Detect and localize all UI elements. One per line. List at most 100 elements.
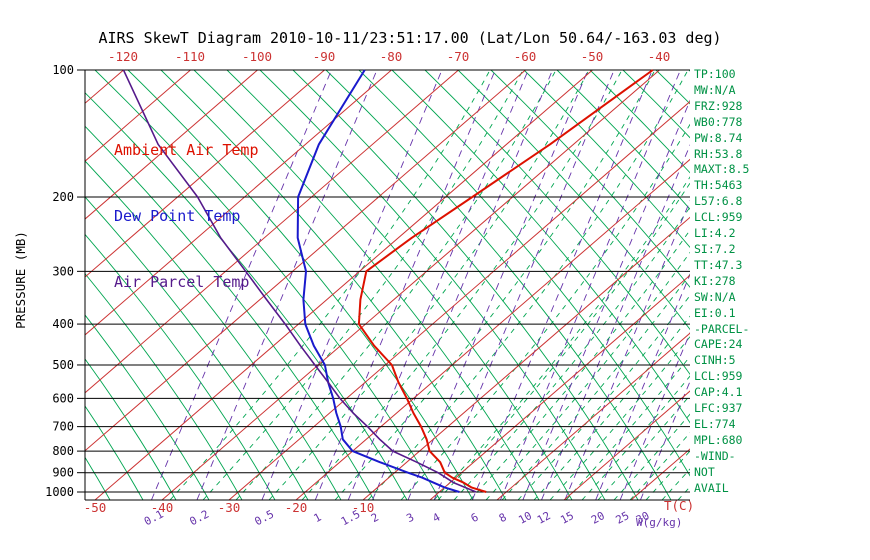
y-axis-title: PRESSURE (MB) [13,231,28,329]
mixing-ratio-line [640,380,690,500]
moist-adiabat-line [268,70,590,500]
pressure-tick-label: 600 [52,391,74,405]
dry-adiabat-line [85,196,309,500]
stat-line: LCL:959 [694,210,743,225]
moist-adiabat-line [202,70,524,500]
stat-line: MAXT:8.5 [694,162,750,177]
mixing-ratio-line [151,70,332,500]
isotherm-line [85,70,258,220]
bottom-temp-axis: -50 -40 -30 -20 -10 T(C) [84,498,694,515]
dry-adiabat-line [424,70,690,376]
isotherm-line [85,70,526,452]
isotherm-line [85,70,325,278]
pressure-tick-label: 200 [52,190,74,204]
mixing-ratio-label: 3 [404,511,416,526]
dry-adiabat-line [457,70,690,331]
stat-line: L57:6.8 [694,194,743,209]
mixing-ratio-label: 10 [516,509,534,527]
top-temp-label: -50 [581,49,604,64]
stat-line: LFC:937 [694,401,743,416]
legend-ambient-air-temp: Ambient Air Temp [114,141,259,159]
mixing-ratio-label: 2 [369,511,381,526]
stat-line: FRZ:928 [694,98,743,113]
dry-adiabat-line [85,160,342,500]
isotherm-line [161,70,660,500]
stat-line: KI:278 [694,273,736,288]
mixing-ratio-line [433,70,615,500]
dry-adiabat-line [523,70,690,249]
mixing-ratio-line [314,70,496,500]
mixing-ratio-line [372,70,553,500]
dry-adiabat-line [85,272,243,500]
top-temp-label: -40 [648,49,671,64]
pressure-tick-label: 700 [52,420,74,434]
dry-adiabat-line [622,70,690,139]
mixing-ratio-line [564,199,690,500]
mixing-ratio-line [471,70,653,500]
stat-line: -PARCEL- [694,321,750,336]
dry-adiabat-line [226,70,573,500]
top-temp-label: -60 [514,49,537,64]
stat-line: NOT [694,464,715,479]
moist-adiabat-line [400,123,690,500]
mixing-ratio-label: 6 [469,511,481,526]
stat-line: WB0:778 [694,114,743,129]
dry-adiabat-line [94,70,441,500]
legend-air-parcel-temp: Air Parcel Temp [114,273,250,291]
top-temp-label: -80 [380,49,403,64]
stat-line: PW:8.74 [694,130,743,145]
isotherm-line [94,70,593,500]
dry-adiabats [85,70,870,500]
stat-line: RH:53.8 [694,146,743,161]
mixing-ratio-line [500,70,681,500]
moist-adiabat-line [469,229,690,500]
moist-adiabat-line [433,176,690,500]
temp-unit-label: T(C) [664,498,694,513]
mixing-unit-label: W(g/kg) [636,516,682,529]
stat-line: SI:7.2 [694,241,736,256]
dry-adiabat-line [85,314,210,500]
grid-lines [85,70,870,500]
isotherm-line [85,70,459,394]
mixing-ratio-label: 4 [430,510,442,525]
moist-adiabat-line [235,70,557,500]
mixing-ratio-line [595,273,690,500]
dry-adiabat-line [292,70,639,500]
ambient-temp-curve [357,69,654,493]
stat-line: EL:774 [694,416,736,431]
bottom-temp-label: -50 [84,500,107,515]
pressure-tick-label: 500 [52,358,74,372]
dry-adiabat-line [556,70,690,210]
dry-adiabat-line [325,70,672,500]
dry-adiabat-line [85,358,177,500]
stat-line: TT:47.3 [694,257,743,272]
mixing-ratio-label: 0.5 [252,508,276,529]
pressure-axis: 100 200 300 400 500 600 700 800 900 1000 PRESSURE … [13,63,690,501]
mixing-ratio-label: 15 [558,509,576,527]
pressure-tick-label: 900 [52,466,74,480]
top-temp-label: -120 [108,49,138,64]
mixing-ratio-label: 30 [634,509,652,527]
moist-adiabat-line [437,182,690,500]
moist-adiabat-line [453,206,690,500]
pressure-tick-label: 400 [52,317,74,331]
dry-adiabat-line [127,70,474,500]
top-temp-label: -100 [242,49,272,64]
moist-adiabat-line [645,450,690,500]
isotherm-line [362,216,690,500]
isotherm-line [295,158,690,500]
stat-line: MPL:680 [694,432,743,447]
moist-adiabats [169,70,690,500]
dry-adiabat-line [358,70,690,477]
moist-adiabat-line [334,70,656,500]
stat-line: TP:100 [694,67,736,81]
isotherm-line [228,100,690,500]
stat-line: CAPE:24 [694,337,743,352]
moist-adiabat-line [501,273,690,500]
stat-line: -WIND- [694,448,736,463]
isotherm-line [630,448,690,500]
moist-adiabat-line [367,70,689,500]
dry-adiabat-line [755,70,870,500]
stat-line: CINH:5 [694,353,736,368]
